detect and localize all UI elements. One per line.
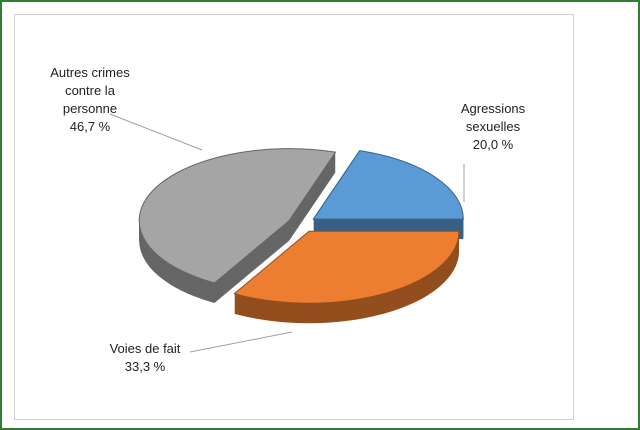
category-label: Autres crimes contre la personne (50, 65, 130, 116)
slice-label: Agressions sexuelles 20,0 % (450, 100, 536, 154)
slice-label: Autres crimes contre la personne 46,7 % (40, 64, 140, 136)
chart-area (14, 14, 574, 420)
slice (233, 230, 460, 304)
value-label: 46,7 % (69, 119, 111, 134)
value-label: 20,0 % (472, 137, 514, 152)
category-label: Voies de fait (109, 341, 181, 356)
leader-line (109, 113, 203, 151)
value-label: 33,3 % (124, 359, 166, 374)
category-label: Agressions sexuelles (460, 101, 526, 134)
leader-line (189, 331, 293, 353)
slice (312, 150, 464, 220)
slice (138, 148, 337, 284)
slice-label: Voies de fait 33,3 % (90, 340, 200, 376)
